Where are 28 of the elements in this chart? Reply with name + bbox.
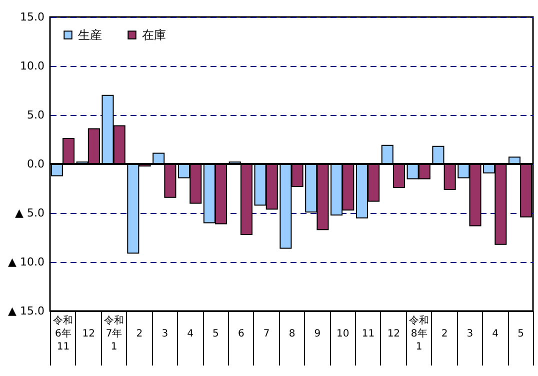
legend-label: 生産 [78, 28, 102, 42]
x-tick-label: 9 [314, 328, 321, 340]
x-tick-label: 令和7年 1 [104, 314, 124, 352]
x-tick-label: 3 [466, 328, 474, 340]
x-tick-label: 3 [162, 328, 168, 340]
x-tick-label: 11 [362, 328, 375, 340]
x-tick-label: 4 [492, 328, 499, 340]
x-tick-label: 8 [288, 328, 296, 340]
x-tick-label: 令和8年 1 [409, 314, 430, 352]
x-tick-label: 12 [82, 328, 95, 340]
x-tick-label: 6 [238, 328, 244, 340]
y-tick-label: 10.0 [20, 60, 44, 72]
x-tick-label: 5 [518, 328, 524, 340]
x-tick-label: 2 [441, 328, 448, 340]
x-tick-label: 10 [336, 328, 350, 340]
y-tick-label: ▲ 15.0 [8, 304, 44, 318]
y-tick-label: ▲ 10.0 [8, 256, 44, 268]
x-tick-label: 2 [136, 328, 143, 340]
x-tick-label: 令和6年 11 [53, 314, 74, 352]
x-tick-label: 7 [263, 328, 270, 340]
x-tick-label: 4 [187, 328, 194, 340]
y-tick-label: ▲ 5.0 [15, 206, 44, 220]
y-tick-label: 5.0 [27, 108, 44, 122]
x-tick-label: 5 [212, 328, 219, 340]
x-tick-label: 12 [387, 328, 400, 340]
y-tick-label: 15.0 [20, 10, 44, 24]
legend-label: 在庫 [142, 28, 166, 42]
y-tick-label: 0.0 [27, 158, 44, 170]
